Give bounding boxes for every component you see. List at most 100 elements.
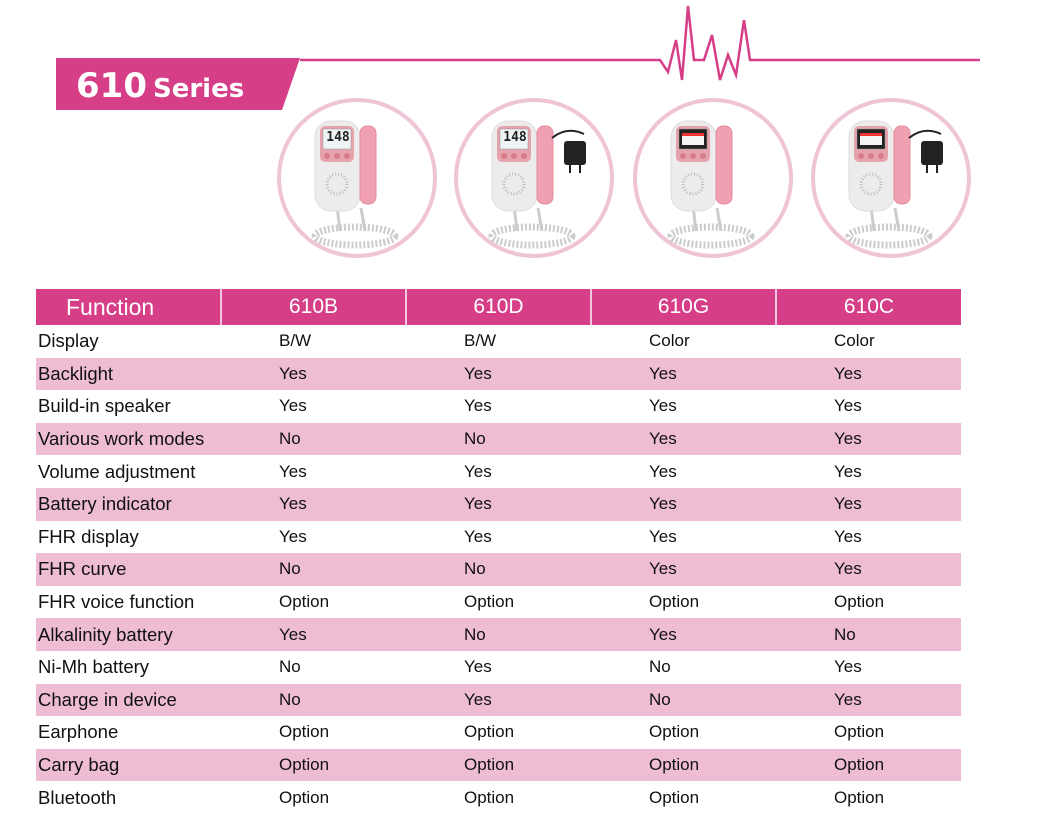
series-banner: 610 Series [56,58,300,110]
feature-value: Yes [464,526,492,546]
table-row: Battery indicator Yes Yes Yes Yes [36,487,961,521]
table-row: Display B/W B/W Color Color [36,325,961,358]
header-function: Function [36,289,221,325]
feature-value: No [406,618,591,651]
feature-value: No [776,618,961,651]
feature-value: Yes [221,618,406,651]
feature-value: Yes [834,396,862,416]
feature-value: Yes [834,526,862,546]
feature-value: Yes [464,657,492,677]
feature-value: No [279,657,301,677]
feature-value: Option [649,787,700,807]
feature-value: Yes [591,487,776,521]
feature-value: Yes [279,526,307,546]
feature-value: Option [221,748,406,782]
table-row: Volume adjustment Yes Yes Yes Yes [36,455,961,488]
feature-value: No [221,422,406,456]
feature-value: Option [834,722,885,742]
feature-value: No [649,657,671,677]
function-label: Various work modes [36,422,221,456]
table-row: Various work modes No No Yes Yes [36,422,961,456]
product-image-610b: 148 [275,96,439,260]
feature-value: Option [464,787,515,807]
table-row: Carry bag Option Option Option Option [36,748,961,782]
header-model: 610G [590,289,776,325]
function-label: Battery indicator [36,487,221,521]
table-row: FHR display Yes Yes Yes Yes [36,521,961,554]
screen-reading: 148 [326,130,350,145]
feature-value: Yes [834,461,862,481]
feature-value: Yes [406,357,591,391]
feature-value: Yes [591,553,776,586]
comparison-table: Function 610B 610D 610G 610C Display B/W B/W Co… [36,289,961,814]
function-label: Earphone [38,721,119,743]
feature-value: No [406,553,591,586]
function-label: FHR display [38,525,139,547]
feature-value: Option [279,787,330,807]
feature-value: Color [834,331,875,351]
feature-value: Option [279,592,330,612]
feature-value: No [591,683,776,717]
table-row: FHR voice function Option Option Option Opti… [36,586,961,619]
feature-value: Yes [221,487,406,521]
feature-value: Yes [279,396,307,416]
table-row: Charge in device No Yes No Yes [36,683,961,717]
header-model: 610B [220,289,406,325]
function-label: Charge in device [36,683,221,717]
function-label: Backlight [36,357,221,391]
table-row: Bluetooth Option Option Option Option [36,781,961,814]
product-image-610c [809,96,973,260]
function-label: FHR curve [36,553,221,586]
feature-value: No [406,422,591,456]
feature-value: Yes [406,683,591,717]
feature-value: Option [649,592,700,612]
function-label: Build-in speaker [38,395,171,417]
table-row: FHR curve No No Yes Yes [36,553,961,586]
feature-value: Yes [776,487,961,521]
table-row: Ni-Mh battery No Yes No Yes [36,651,961,684]
feature-value: No [221,553,406,586]
feature-value: Option [406,748,591,782]
feature-value: Option [279,722,330,742]
feature-value: Yes [591,357,776,391]
feature-value: Yes [776,683,961,717]
feature-value: Yes [649,526,677,546]
function-label: Volume adjustment [38,460,196,482]
feature-value: Yes [591,422,776,456]
function-label: FHR voice function [38,591,195,613]
heartbeat-line-decoration [300,5,980,81]
function-label: Display [38,330,99,352]
table-row: Alkalinity battery Yes No Yes No [36,618,961,651]
feature-value: Yes [279,461,307,481]
header-model: 610D [405,289,591,325]
feature-value: Option [834,787,885,807]
table-row: Backlight Yes Yes Yes Yes [36,357,961,391]
feature-value: Yes [591,618,776,651]
table-row: Earphone Option Option Option Option [36,716,961,749]
feature-value: Yes [834,657,862,677]
feature-value: Option [591,748,776,782]
table-row: Build-in speaker Yes Yes Yes Yes [36,390,961,423]
feature-value: Yes [221,357,406,391]
product-image-610d: 148 [452,96,616,260]
feature-value: Yes [776,357,961,391]
series-word: Series [152,74,245,104]
function-label: Carry bag [36,748,221,782]
feature-value: Option [464,722,515,742]
header-model: 610C [775,289,961,325]
feature-value: Yes [464,396,492,416]
series-number: 610 [76,66,147,106]
feature-value: Yes [464,461,492,481]
screen-reading: 148 [503,130,527,145]
feature-value: Yes [649,396,677,416]
feature-value: B/W [464,331,497,351]
product-image-610g [631,96,795,260]
feature-value: Option [649,722,700,742]
feature-value: Option [834,592,885,612]
feature-value: Yes [776,422,961,456]
feature-value: Option [464,592,515,612]
function-label: Alkalinity battery [36,618,221,651]
feature-value: No [221,683,406,717]
feature-value: Option [776,748,961,782]
function-label: Ni-Mh battery [38,656,150,678]
